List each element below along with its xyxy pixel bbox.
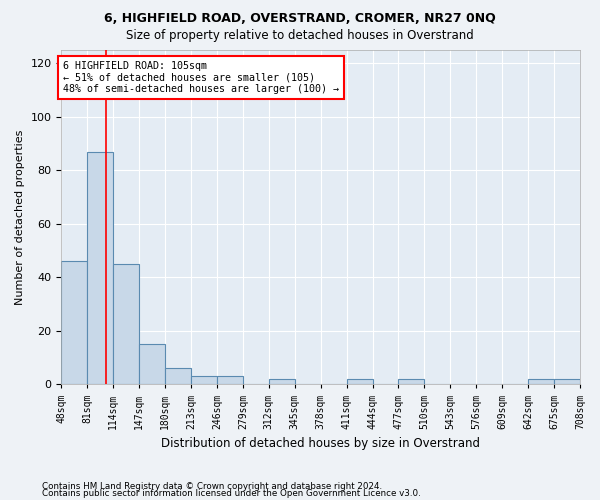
Bar: [139, 344, 165, 385]
Text: 6 HIGHFIELD ROAD: 105sqm
← 51% of detached houses are smaller (105)
48% of semi-: 6 HIGHFIELD ROAD: 105sqm ← 51% of detach…: [63, 60, 339, 94]
Bar: [398, 379, 424, 384]
Bar: [165, 368, 191, 384]
Bar: [269, 379, 295, 384]
Bar: [113, 264, 139, 384]
Text: Size of property relative to detached houses in Overstrand: Size of property relative to detached ho…: [126, 29, 474, 42]
Y-axis label: Number of detached properties: Number of detached properties: [15, 130, 25, 305]
Bar: [217, 376, 243, 384]
Bar: [347, 379, 373, 384]
Bar: [528, 379, 554, 384]
Text: Contains HM Land Registry data © Crown copyright and database right 2024.: Contains HM Land Registry data © Crown c…: [42, 482, 382, 491]
X-axis label: Distribution of detached houses by size in Overstrand: Distribution of detached houses by size …: [161, 437, 480, 450]
Text: 6, HIGHFIELD ROAD, OVERSTRAND, CROMER, NR27 0NQ: 6, HIGHFIELD ROAD, OVERSTRAND, CROMER, N…: [104, 12, 496, 26]
Bar: [554, 379, 580, 384]
Bar: [191, 376, 217, 384]
Bar: [88, 152, 113, 384]
Text: Contains public sector information licensed under the Open Government Licence v3: Contains public sector information licen…: [42, 489, 421, 498]
Bar: [61, 262, 88, 384]
